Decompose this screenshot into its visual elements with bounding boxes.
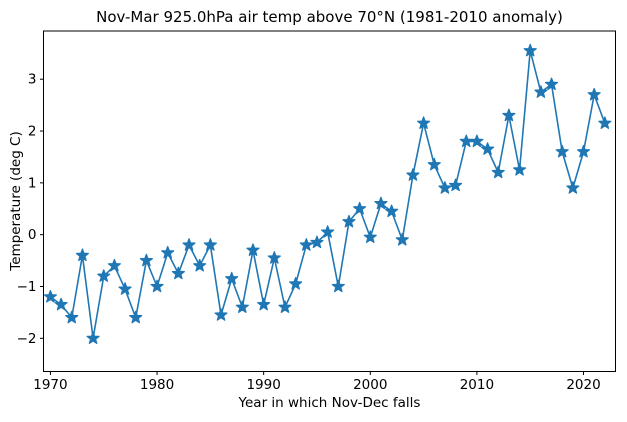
data-point-star-marker: [512, 162, 527, 176]
data-point-star-marker: [65, 310, 79, 324]
data-point-star-marker: [448, 178, 463, 192]
data-point-star-marker: [267, 251, 281, 264]
data-point-star-marker: [129, 310, 143, 324]
data-point-star-marker: [150, 279, 164, 293]
data-series: [43, 43, 612, 345]
y-axis-ticks: −2 −1 0 1 2 3: [17, 72, 44, 347]
x-axis-label: Year in which Nov-Dec falls: [238, 395, 421, 411]
data-point-star-marker: [363, 230, 377, 243]
data-point-star-marker: [310, 235, 324, 249]
data-point-star-marker: [43, 289, 58, 303]
data-point-star-marker: [118, 282, 132, 295]
data-point-star-marker: [171, 266, 185, 280]
data-point-star-marker: [385, 204, 399, 218]
data-point-star-marker: [321, 225, 335, 238]
data-point-star-marker: [470, 134, 484, 148]
data-point-star-marker: [225, 271, 239, 285]
data-point-star-marker: [299, 238, 313, 251]
data-point-star-marker: [480, 142, 495, 155]
y-tick-label: −1: [17, 279, 37, 295]
data-point-star-marker: [235, 300, 249, 313]
data-point-star-marker: [161, 245, 175, 259]
data-point-star-marker: [353, 201, 367, 215]
y-tick-label: 2: [28, 124, 37, 140]
data-point-star-marker: [523, 43, 537, 57]
y-tick-label: 0: [28, 227, 37, 243]
data-point-star-marker: [417, 116, 431, 129]
data-point-star-marker: [203, 238, 217, 251]
data-point-star-marker: [246, 243, 260, 256]
x-tick-label: 1980: [140, 377, 174, 393]
plot-frame: [43, 30, 616, 372]
x-tick-label: 2020: [566, 377, 600, 393]
x-tick-label: 1970: [33, 377, 67, 393]
data-point-star-marker: [576, 144, 591, 158]
chart-title: Nov-Mar 925.0hPa air temp above 70°N (19…: [96, 8, 563, 26]
x-axis-ticks: 1970 1980 1990 2000 2010 2020: [33, 371, 601, 393]
data-point-star-marker: [214, 308, 228, 321]
x-tick-label: 1990: [246, 377, 280, 393]
data-point-star-marker: [107, 258, 121, 272]
x-tick-label: 2000: [353, 377, 387, 393]
data-point-star-marker: [331, 279, 345, 293]
data-point-star-marker: [182, 238, 196, 251]
data-point-star-marker: [534, 85, 548, 98]
data-point-star-marker: [491, 165, 505, 179]
data-point-star-marker: [598, 116, 612, 129]
data-point-star-marker: [97, 269, 111, 282]
data-point-star-marker: [555, 144, 569, 158]
x-tick-label: 2010: [460, 377, 494, 393]
data-point-star-marker: [566, 181, 580, 194]
data-point-star-marker: [257, 297, 271, 311]
data-series-line: [49, 49, 606, 340]
data-point-star-marker: [544, 77, 559, 91]
data-point-star-marker: [438, 181, 452, 194]
data-point-star-marker: [406, 168, 420, 181]
data-point-star-marker: [395, 232, 409, 246]
data-point-star-marker: [75, 248, 90, 262]
data-point-star-marker: [278, 300, 292, 313]
data-point-star-marker: [342, 214, 356, 228]
data-point-star-marker: [374, 196, 388, 210]
data-point-star-marker: [427, 157, 441, 171]
y-axis-label: Temperature (deg C): [8, 131, 24, 272]
data-point-star-marker: [502, 108, 516, 122]
data-point-star-marker: [587, 87, 601, 101]
data-point-star-marker: [54, 297, 68, 311]
y-tick-label: 3: [28, 72, 37, 88]
y-tick-label: 1: [28, 175, 37, 191]
data-point-star-marker: [139, 253, 153, 267]
data-point-star-marker: [289, 277, 303, 290]
y-tick-label: −2: [17, 331, 37, 347]
data-point-star-marker: [193, 258, 207, 272]
data-point-star-marker: [86, 331, 100, 345]
